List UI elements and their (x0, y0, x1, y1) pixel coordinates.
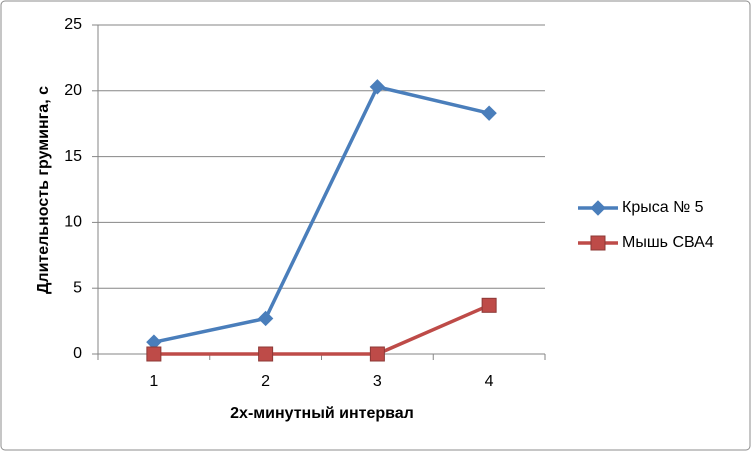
y-axis-title: Длительность груминга, с (35, 86, 52, 294)
y-tick-label: 25 (64, 16, 82, 33)
data-point (258, 346, 274, 362)
legend-label: Крыса № 5 (622, 199, 704, 216)
legend-marker (590, 200, 606, 216)
y-tick-label: 0 (73, 345, 82, 362)
legend-marker (590, 235, 606, 251)
x-tick-label: 1 (149, 373, 158, 390)
data-point (257, 310, 274, 327)
data-point (146, 346, 162, 362)
y-tick-label: 15 (64, 148, 82, 165)
y-tick-label: 20 (64, 82, 82, 99)
y-tick-label: 10 (64, 214, 82, 231)
x-tick-label: 2 (261, 373, 270, 390)
data-point (369, 79, 386, 95)
x-tick-label: 3 (373, 373, 382, 390)
y-tick-label: 5 (73, 279, 82, 296)
legend-label: Мышь СВА4 (622, 234, 714, 251)
x-tick-label: 4 (485, 373, 494, 390)
series-line (153, 85, 490, 344)
x-axis-title: 2х-минутный интервал (230, 405, 414, 422)
data-point (481, 105, 497, 121)
data-point (481, 297, 497, 313)
series-line (153, 303, 490, 356)
data-point (369, 346, 385, 362)
